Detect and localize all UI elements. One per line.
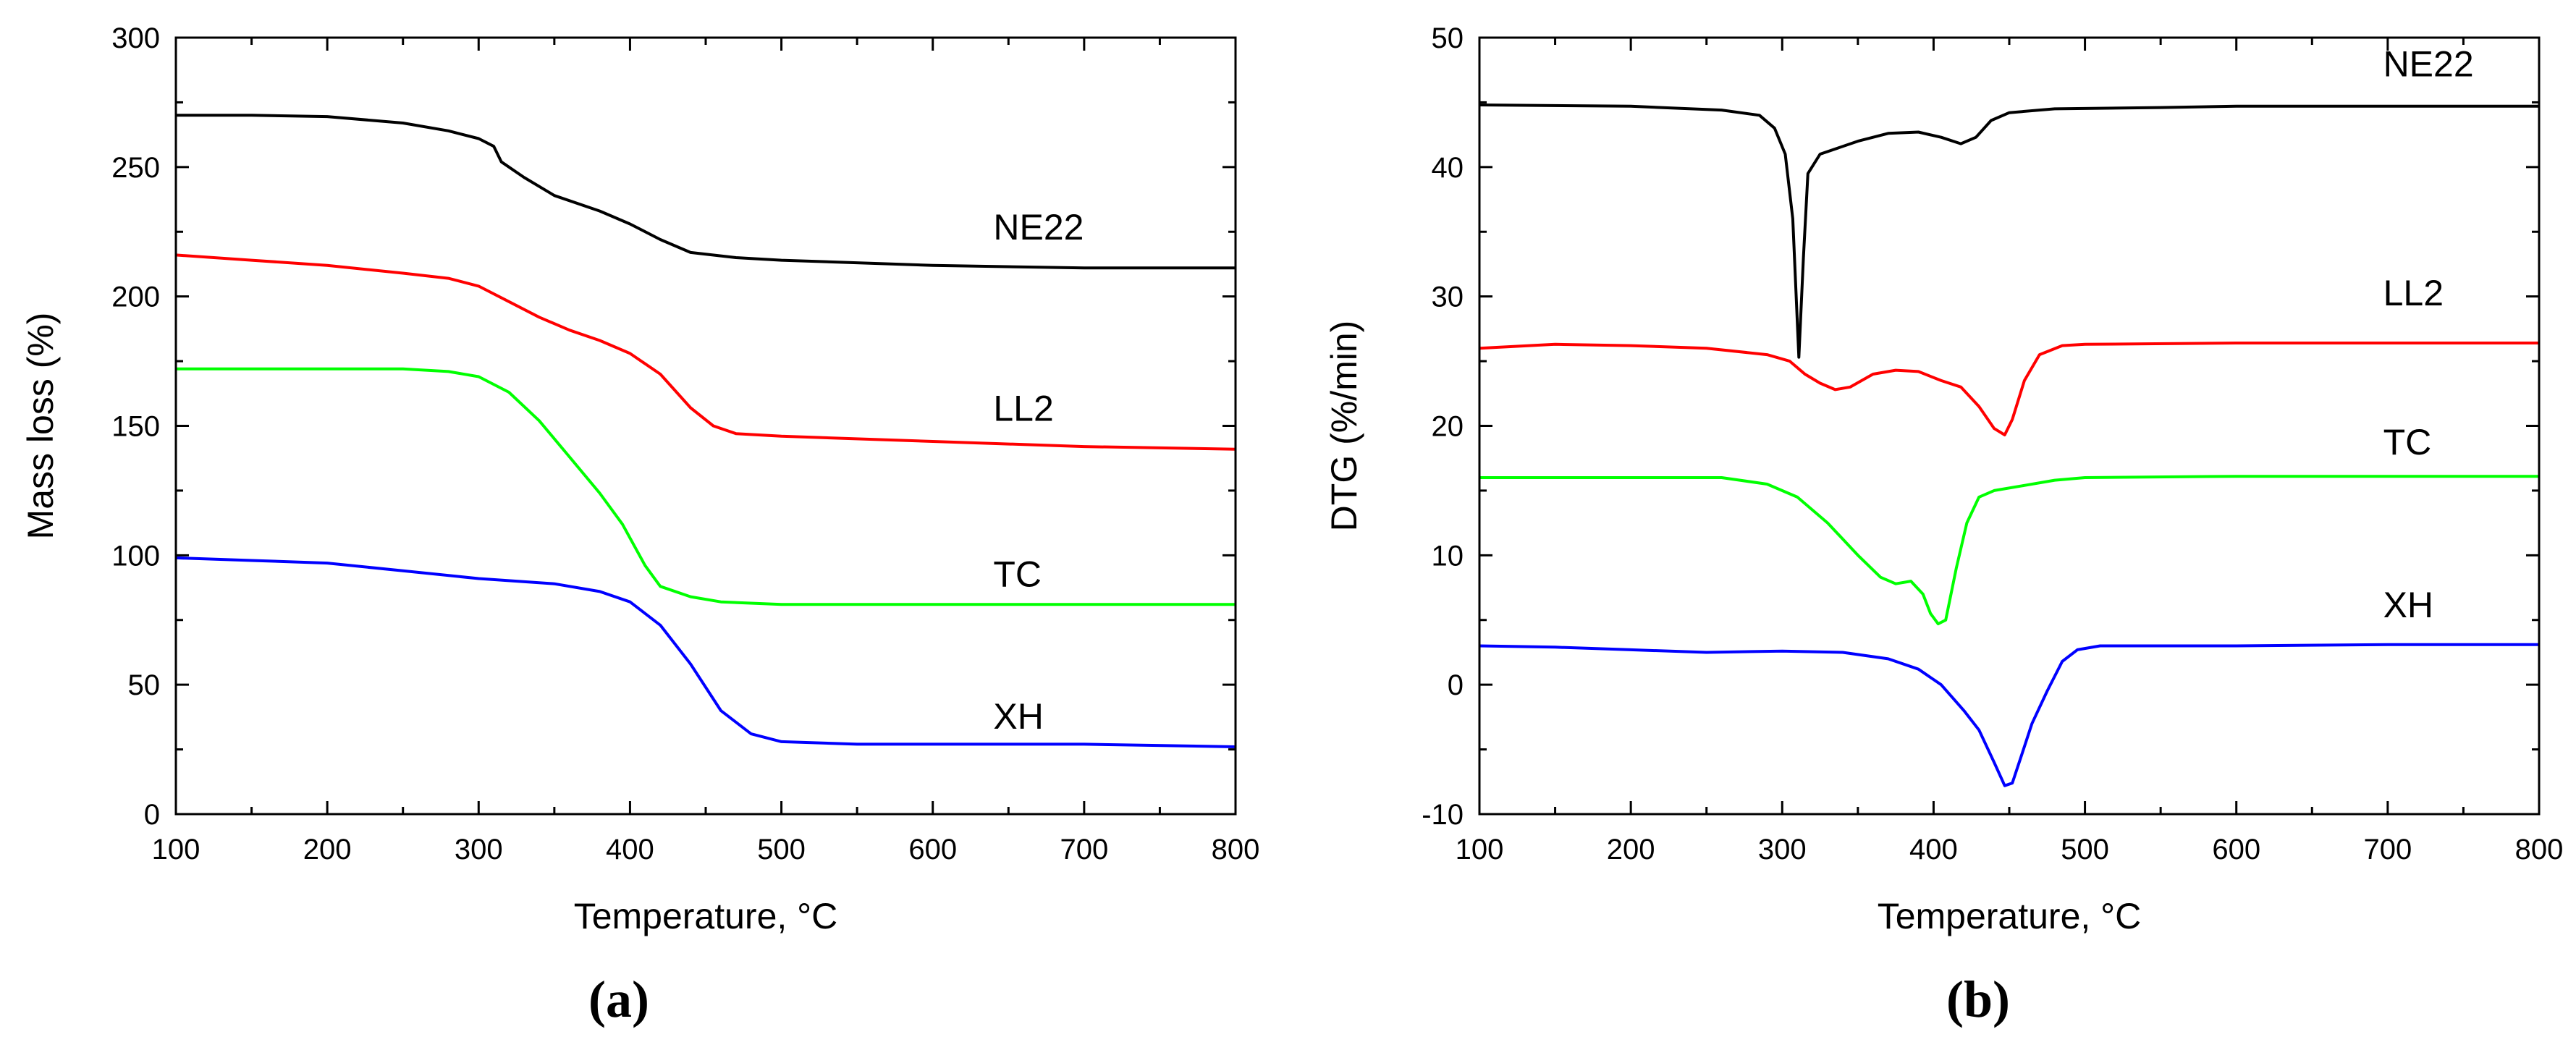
series-label-ne22: NE22 bbox=[993, 207, 1084, 247]
x-axis-title: Temperature, °C bbox=[574, 896, 838, 936]
series-label-xh: XH bbox=[2383, 585, 2433, 625]
x-tick-label: 600 bbox=[2212, 834, 2260, 865]
x-tick-label: 800 bbox=[2515, 834, 2564, 865]
y-tick-label: 150 bbox=[111, 411, 160, 443]
panel-b: NE22 LL2 TC XH 100 200 300 400 500 600 700 800 -10 0 1… bbox=[1324, 22, 2563, 1028]
y-tick-label: 100 bbox=[111, 540, 160, 572]
y-tick-label: 40 bbox=[1432, 152, 1464, 184]
y-tick-label: 250 bbox=[111, 152, 160, 184]
series-line-tc bbox=[1479, 475, 2539, 626]
y-tick-label: -10 bbox=[1422, 799, 1464, 831]
series-line-ll2 bbox=[1479, 342, 2539, 436]
panel-a: NE22 LL2 TC XH 100 200 300 400 500 600 700 800 0 50 10… bbox=[20, 22, 1259, 1028]
x-tick-label: 300 bbox=[1758, 834, 1807, 865]
x-axis-title: Temperature, °C bbox=[1878, 896, 2142, 936]
y-tick-label: 50 bbox=[1432, 22, 1464, 54]
y-axis-title: Mass loss (%) bbox=[20, 313, 61, 540]
x-tick-label: 700 bbox=[1060, 834, 1108, 865]
y-tick-label: 10 bbox=[1432, 540, 1464, 572]
x-tick-label: 200 bbox=[303, 834, 352, 865]
x-tick-label: 400 bbox=[606, 834, 654, 865]
x-tick-label: 100 bbox=[1456, 834, 1504, 865]
y-axis-title: DTG (%/min) bbox=[1324, 321, 1364, 532]
series-line-ne22 bbox=[1479, 103, 2539, 359]
series-line-xh bbox=[175, 556, 1236, 748]
series-label-tc: TC bbox=[993, 554, 1042, 594]
series-line-tc bbox=[176, 367, 1236, 606]
y-tick-label: 300 bbox=[111, 22, 160, 54]
series-line-ll2 bbox=[175, 253, 1236, 451]
series-label-ll2: LL2 bbox=[993, 388, 1053, 428]
x-tick-label: 300 bbox=[455, 834, 503, 865]
y-tick-label: 200 bbox=[111, 282, 160, 313]
y-tick-label: 50 bbox=[128, 669, 161, 701]
series-line-xh bbox=[1479, 643, 2539, 787]
panel-letter: (a) bbox=[588, 970, 649, 1028]
panel-letter: (b) bbox=[1946, 970, 2010, 1028]
x-tick-label: 600 bbox=[908, 834, 957, 865]
y-tick-label: 0 bbox=[144, 799, 160, 831]
series-label-tc: TC bbox=[2383, 422, 2432, 462]
x-tick-label: 100 bbox=[152, 834, 200, 865]
x-tick-label: 700 bbox=[2363, 834, 2412, 865]
x-tick-label: 400 bbox=[1909, 834, 1958, 865]
x-tick-label: 500 bbox=[757, 834, 806, 865]
x-tick-label: 500 bbox=[2061, 834, 2109, 865]
plot-frame bbox=[174, 36, 1237, 816]
series-label-ll2: LL2 bbox=[2383, 273, 2444, 313]
y-tick-label: 0 bbox=[1448, 669, 1464, 701]
x-tick-label: 800 bbox=[1212, 834, 1260, 865]
series-label-xh: XH bbox=[993, 696, 1043, 737]
series-label-ne22: NE22 bbox=[2383, 44, 2474, 85]
x-tick-label: 200 bbox=[1607, 834, 1655, 865]
y-tick-label: 30 bbox=[1432, 282, 1464, 313]
y-tick-label: 20 bbox=[1432, 411, 1464, 443]
series-line-ne22 bbox=[176, 114, 1236, 270]
